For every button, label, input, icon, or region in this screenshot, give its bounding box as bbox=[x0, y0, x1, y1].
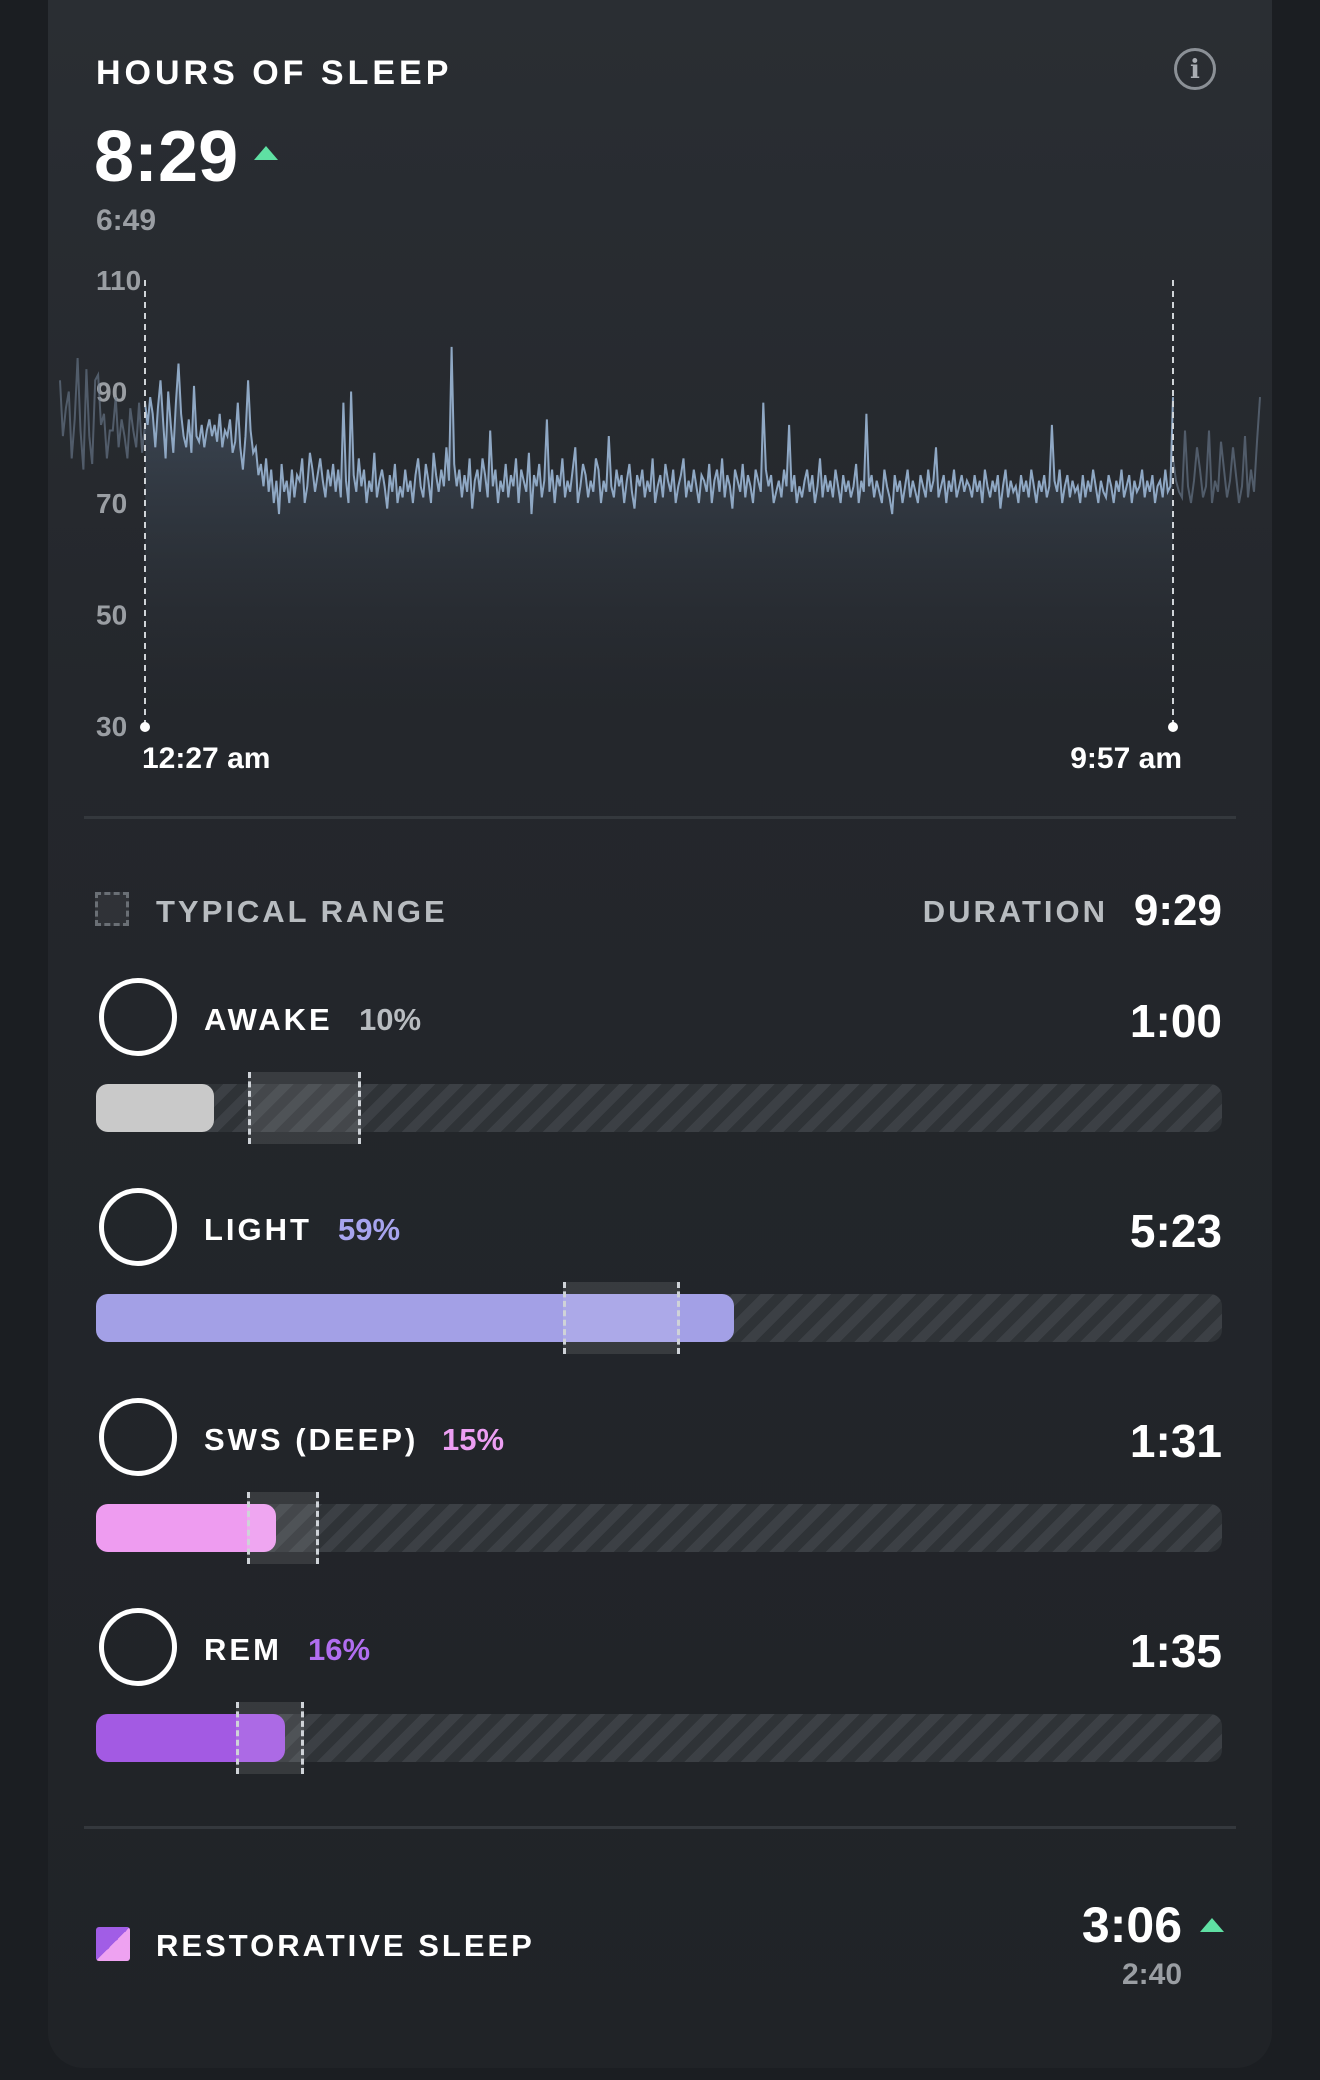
stage-percent: 10% bbox=[359, 1002, 422, 1037]
stage-percent: 16% bbox=[308, 1632, 371, 1667]
y-tick-label: 90 bbox=[96, 377, 127, 408]
hours-of-sleep-value: 8:29 bbox=[94, 117, 239, 197]
y-tick-label: 30 bbox=[96, 711, 127, 742]
sleep-card: HOURS OF SLEEP i 8:29 6:49 110 90 70 50 30 1… bbox=[48, 0, 1272, 2068]
divider bbox=[84, 816, 1236, 819]
stage-row-light: LIGHT 59% 5:23 bbox=[48, 1188, 1272, 1354]
trend-up-icon bbox=[254, 146, 278, 160]
heart-rate-line-before-sleep bbox=[59, 358, 146, 470]
typical-range-marker bbox=[235, 1702, 304, 1774]
stage-name: AWAKE bbox=[204, 1002, 333, 1037]
restorative-sleep-value: 3:06 bbox=[1081, 1897, 1182, 1953]
y-tick-label: 70 bbox=[96, 488, 127, 519]
typical-range-marker bbox=[246, 1492, 320, 1564]
stage-name: REM bbox=[204, 1632, 282, 1667]
stage-ring-icon bbox=[99, 1188, 177, 1266]
restorative-sleep-icon bbox=[96, 1927, 130, 1961]
duration-value: 9:29 bbox=[1133, 886, 1222, 935]
sleep-end-time: 9:57 am bbox=[1070, 742, 1182, 775]
stage-row-sws-deep: SWS (DEEP) 15% 1:31 bbox=[48, 1398, 1272, 1564]
info-icon[interactable]: i bbox=[1174, 48, 1216, 90]
restorative-sleep-baseline: 2:40 bbox=[1121, 1958, 1182, 1991]
stage-name: SWS (DEEP) bbox=[204, 1422, 419, 1457]
typical-range-marker bbox=[563, 1282, 680, 1354]
stage-duration: 1:00 bbox=[1129, 995, 1222, 1047]
stage-name: LIGHT bbox=[204, 1212, 312, 1247]
stage-bar-track bbox=[96, 1504, 1222, 1552]
trend-up-icon bbox=[1200, 1918, 1224, 1932]
y-tick-label: 50 bbox=[96, 600, 127, 631]
stage-percent: 15% bbox=[442, 1422, 505, 1457]
heart-rate-area bbox=[145, 346, 1173, 726]
stage-row-awake: AWAKE 10% 1:00 bbox=[48, 978, 1272, 1144]
stage-duration: 5:23 bbox=[1129, 1205, 1222, 1257]
restorative-sleep-label: RESTORATIVE SLEEP bbox=[156, 1928, 535, 1963]
heart-rate-chart: 110 90 70 50 30 bbox=[59, 265, 1261, 742]
y-tick-label: 110 bbox=[96, 265, 141, 296]
stage-ring-icon bbox=[99, 1608, 177, 1686]
stage-bar-track bbox=[96, 1714, 1222, 1762]
stage-bar-fill bbox=[96, 1504, 277, 1552]
sleep-end-dot bbox=[1168, 722, 1178, 732]
stage-bar-fill bbox=[96, 1714, 286, 1762]
card-title: HOURS OF SLEEP bbox=[96, 54, 453, 92]
typical-range-legend-icon bbox=[95, 892, 129, 926]
hours-of-sleep-baseline: 6:49 bbox=[96, 204, 157, 237]
sleep-start-dot bbox=[140, 722, 150, 732]
stage-bar-fill bbox=[96, 1084, 215, 1132]
stage-duration: 1:35 bbox=[1129, 1625, 1222, 1677]
stage-ring-icon bbox=[99, 1398, 177, 1476]
stage-ring-icon bbox=[99, 978, 177, 1056]
stage-percent: 59% bbox=[338, 1212, 401, 1247]
divider bbox=[84, 1826, 1236, 1829]
stage-bar-fill bbox=[96, 1294, 735, 1342]
stage-bar-track bbox=[96, 1294, 1222, 1342]
heart-rate-line-after-sleep bbox=[1172, 397, 1261, 504]
stage-bar-track bbox=[96, 1084, 1222, 1132]
stage-duration: 1:31 bbox=[1129, 1415, 1222, 1467]
typical-range-label: TYPICAL RANGE bbox=[156, 894, 448, 929]
stage-row-rem: REM 16% 1:35 bbox=[48, 1608, 1272, 1774]
duration-label: DURATION bbox=[922, 894, 1108, 929]
sleep-start-time: 12:27 am bbox=[142, 742, 271, 775]
typical-range-marker bbox=[248, 1072, 361, 1144]
heart-rate-line bbox=[144, 346, 1174, 515]
